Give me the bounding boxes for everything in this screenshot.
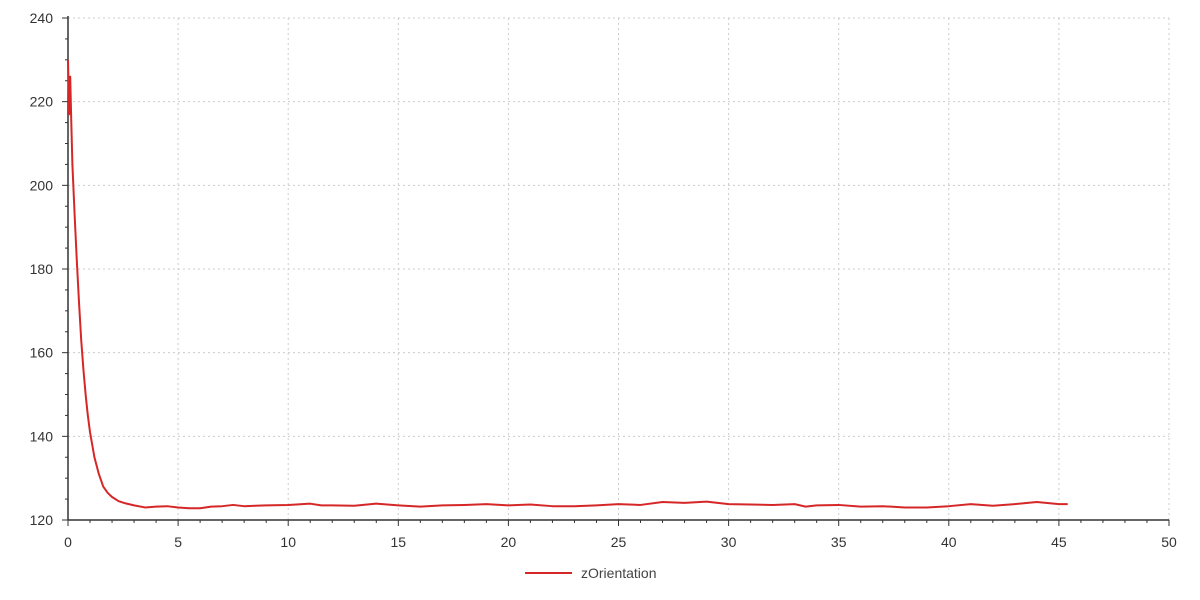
x-tick-label: 10 bbox=[280, 534, 296, 550]
x-tick-label: 30 bbox=[721, 534, 737, 550]
y-tick-label: 120 bbox=[30, 512, 54, 528]
x-tick-label: 35 bbox=[831, 534, 847, 550]
x-tick-label: 50 bbox=[1161, 534, 1177, 550]
x-tick-label: 45 bbox=[1051, 534, 1067, 550]
legend-label-zorientation: zOrientation bbox=[581, 565, 656, 581]
y-tick-label: 200 bbox=[30, 177, 54, 193]
legend: zOrientation bbox=[525, 565, 656, 581]
y-tick-label: 240 bbox=[30, 10, 54, 26]
x-tick-label: 5 bbox=[174, 534, 182, 550]
x-tick-label: 25 bbox=[611, 534, 627, 550]
y-tick-label: 160 bbox=[30, 345, 54, 361]
y-tick-label: 140 bbox=[30, 428, 54, 444]
x-tick-label: 40 bbox=[941, 534, 957, 550]
grid-lines bbox=[68, 17, 1170, 520]
y-tick-label: 220 bbox=[30, 94, 54, 110]
x-tick-label: 0 bbox=[64, 534, 72, 550]
x-tick-label: 15 bbox=[391, 534, 407, 550]
series-line-zorientation bbox=[67, 59, 1068, 510]
y-tick-label: 180 bbox=[30, 261, 54, 277]
x-tick-label: 20 bbox=[501, 534, 517, 550]
axis-ticks: 0 5 10 15 20 25 30 35 40 45 50 120 140 160 180 200 220 24… bbox=[30, 10, 1177, 550]
series-lines bbox=[67, 59, 1068, 510]
